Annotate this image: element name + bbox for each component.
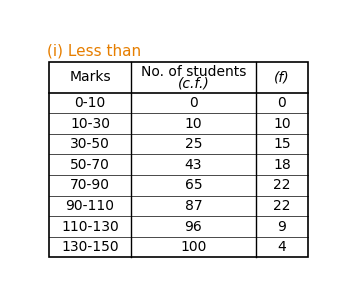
Text: 90-110: 90-110: [66, 199, 115, 213]
Text: 96: 96: [185, 219, 203, 233]
Text: 0: 0: [189, 96, 198, 110]
Text: 25: 25: [185, 137, 202, 151]
Text: 43: 43: [185, 158, 202, 172]
Text: (i) Less than: (i) Less than: [47, 43, 141, 58]
Text: 10-30: 10-30: [70, 116, 110, 130]
Text: 0: 0: [278, 96, 286, 110]
Text: 50-70: 50-70: [70, 158, 110, 172]
Text: 30-50: 30-50: [70, 137, 110, 151]
Text: (c.f.): (c.f.): [178, 76, 209, 90]
Text: 0-10: 0-10: [74, 96, 106, 110]
Text: 4: 4: [278, 240, 286, 254]
Text: 70-90: 70-90: [70, 178, 110, 192]
Text: 130-150: 130-150: [61, 240, 119, 254]
Text: Marks: Marks: [69, 71, 111, 85]
Text: 10: 10: [273, 116, 291, 130]
Text: 22: 22: [273, 178, 291, 192]
Text: 65: 65: [185, 178, 202, 192]
Text: 22: 22: [273, 199, 291, 213]
Text: 10: 10: [185, 116, 202, 130]
Text: 100: 100: [180, 240, 207, 254]
Text: 9: 9: [277, 219, 286, 233]
Text: 18: 18: [273, 158, 291, 172]
Text: No. of students: No. of students: [141, 64, 246, 79]
Text: 110-130: 110-130: [61, 219, 119, 233]
Text: (f): (f): [274, 71, 290, 85]
Bar: [49, 62, 308, 257]
Text: 87: 87: [185, 199, 202, 213]
Text: 15: 15: [273, 137, 291, 151]
